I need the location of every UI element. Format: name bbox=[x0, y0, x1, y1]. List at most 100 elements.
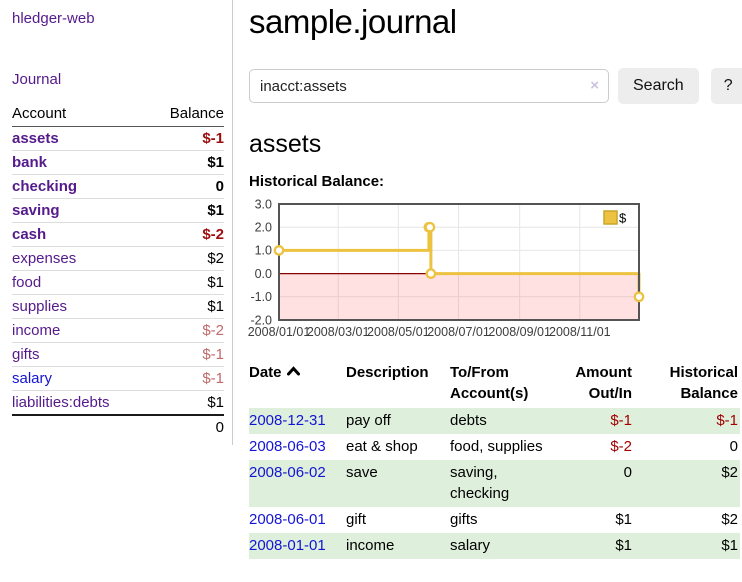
account-balance: $1 bbox=[148, 150, 224, 175]
transaction-balance: $-1 bbox=[642, 407, 740, 435]
transaction-date-link[interactable]: 2008-06-02 bbox=[249, 464, 326, 482]
register-col-balance: Historical Balance bbox=[669, 364, 738, 402]
transaction-description: save bbox=[346, 460, 450, 507]
app-title-link[interactable]: hledger-web bbox=[12, 10, 95, 27]
transaction-date-link[interactable]: 2008-01-01 bbox=[249, 537, 326, 555]
svg-text:2008/05/01: 2008/05/01 bbox=[367, 325, 430, 339]
transaction-balance: $2 bbox=[721, 510, 738, 528]
account-balance: $1 bbox=[148, 390, 224, 415]
account-balance: $-2 bbox=[148, 222, 224, 247]
page-title: sample.journal bbox=[249, 3, 457, 40]
transaction-date-link[interactable]: 2008-06-01 bbox=[249, 510, 326, 528]
account-link-checking[interactable]: checking bbox=[12, 178, 78, 195]
transaction-accounts: gifts bbox=[450, 510, 478, 528]
account-balance: $1 bbox=[148, 270, 224, 295]
transaction-balance: $1 bbox=[642, 533, 740, 560]
account-balance: $1 bbox=[148, 198, 224, 223]
account-balance: $2 bbox=[148, 246, 224, 271]
transaction-date-link[interactable]: 2008-06-03 bbox=[249, 438, 326, 456]
transaction-amount: $1 bbox=[566, 533, 642, 560]
account-link-expenses[interactable]: expenses bbox=[12, 250, 77, 267]
account-row: liabilities:debts $1 bbox=[12, 390, 224, 415]
account-balance: $-1 bbox=[202, 130, 224, 147]
account-balance: 0 bbox=[148, 174, 224, 199]
register-table: Date Description To/From Account(s) Amou… bbox=[249, 361, 740, 560]
transaction-amount: $-2 bbox=[610, 438, 632, 456]
svg-text:$: $ bbox=[619, 211, 627, 226]
register-col-description: Description bbox=[346, 364, 429, 382]
accounts-total-value: 0 bbox=[148, 414, 224, 439]
transaction-amount: 0 bbox=[566, 460, 642, 507]
accounts-table: Account Balance assets $-1 bank $1 check… bbox=[12, 102, 224, 439]
account-link-food[interactable]: food bbox=[12, 274, 42, 291]
account-balance: $1 bbox=[148, 294, 224, 319]
svg-text:-1.0: -1.0 bbox=[250, 290, 272, 304]
accounts-header-row: Account Balance bbox=[12, 102, 224, 127]
register-header-row: Date Description To/From Account(s) Amou… bbox=[249, 361, 740, 408]
svg-text:0.0: 0.0 bbox=[255, 267, 272, 281]
clear-search-icon[interactable]: × bbox=[590, 77, 599, 95]
account-link-gifts[interactable]: gifts bbox=[12, 346, 40, 363]
register-col-amount: Amount Out/In bbox=[575, 364, 632, 402]
account-link-liabilities-debts[interactable]: liabilities:debts bbox=[12, 394, 110, 411]
register-col-date[interactable]: Date bbox=[249, 361, 346, 408]
accounts-total-row: 0 bbox=[12, 414, 224, 439]
transaction-description: pay off bbox=[346, 407, 450, 435]
account-link-saving[interactable]: saving bbox=[12, 202, 60, 219]
search-bar: × Search ? bbox=[249, 68, 742, 105]
account-row: food $1 bbox=[12, 270, 224, 295]
register-row: 2008-06-02 save saving, checking 0 $2 bbox=[249, 460, 740, 507]
transaction-amount: $1 bbox=[615, 510, 632, 528]
account-row: income $-2 bbox=[12, 318, 224, 343]
account-row: cash $-2 bbox=[12, 222, 224, 247]
svg-text:2008/09/01: 2008/09/01 bbox=[488, 325, 551, 339]
account-row: bank $1 bbox=[12, 150, 224, 175]
transaction-accounts: salary bbox=[450, 533, 566, 560]
help-button[interactable]: ? bbox=[710, 68, 742, 105]
svg-text:2008/07/01: 2008/07/01 bbox=[427, 325, 490, 339]
main-content: sample.journal × Search ? assets Histori… bbox=[233, 0, 742, 560]
transaction-description: income bbox=[346, 533, 450, 560]
svg-text:1.0: 1.0 bbox=[255, 244, 272, 258]
transaction-accounts: saving, checking bbox=[450, 460, 566, 507]
account-row: gifts $-1 bbox=[12, 342, 224, 367]
transaction-accounts: debts bbox=[450, 407, 566, 435]
app-layout: hledger-web Journal Account Balance asse… bbox=[0, 0, 742, 560]
search-button[interactable]: Search bbox=[618, 68, 699, 105]
transaction-description: gift bbox=[346, 510, 367, 528]
account-row: supplies $1 bbox=[12, 294, 224, 319]
transaction-date-link[interactable]: 2008-12-31 bbox=[249, 411, 326, 429]
account-link-assets[interactable]: assets bbox=[12, 130, 59, 147]
account-balance: $-2 bbox=[148, 318, 224, 343]
sort-ascending-icon bbox=[286, 363, 300, 383]
transaction-balance: $2 bbox=[642, 460, 740, 507]
transaction-description: eat & shop bbox=[346, 438, 418, 456]
account-link-cash[interactable]: cash bbox=[12, 226, 47, 243]
account-row: salary $-1 bbox=[12, 366, 224, 391]
svg-text:2.0: 2.0 bbox=[255, 221, 272, 235]
account-link-salary[interactable]: salary bbox=[12, 370, 53, 387]
svg-text:2008/11/01: 2008/11/01 bbox=[549, 325, 611, 339]
accounts-col-account: Account bbox=[12, 102, 149, 127]
search-input[interactable] bbox=[249, 69, 609, 104]
svg-text:2008/01/01: 2008/01/01 bbox=[248, 325, 311, 339]
register-col-accounts: To/From Account(s) bbox=[450, 364, 529, 402]
transaction-accounts: food, supplies bbox=[450, 438, 543, 456]
account-row: expenses $2 bbox=[12, 246, 224, 271]
account-balance: $-1 bbox=[148, 342, 224, 367]
register-row: 2008-01-01 income salary $1 $1 bbox=[249, 533, 740, 560]
accounts-col-balance: Balance bbox=[148, 102, 224, 127]
account-heading: assets bbox=[249, 130, 322, 159]
register-row: 2008-06-03 eat & shop food, supplies $-2… bbox=[249, 434, 740, 460]
sidebar-item-journal[interactable]: Journal bbox=[12, 71, 62, 88]
account-row: assets $-1 bbox=[12, 127, 224, 151]
account-link-income[interactable]: income bbox=[12, 322, 61, 339]
account-link-bank[interactable]: bank bbox=[12, 154, 48, 171]
historical-balance-chart: 3.0 2.0 1.0 0.0 -1.0 -2.02008/01/012008/03/01… bbox=[248, 198, 645, 339]
transaction-amount: $-1 bbox=[566, 407, 642, 435]
account-row: checking 0 bbox=[12, 174, 224, 199]
account-balance: $-1 bbox=[148, 366, 224, 391]
sidebar: hledger-web Journal Account Balance asse… bbox=[0, 0, 233, 445]
account-link-supplies[interactable]: supplies bbox=[12, 298, 68, 315]
svg-text:3.0: 3.0 bbox=[255, 198, 272, 212]
